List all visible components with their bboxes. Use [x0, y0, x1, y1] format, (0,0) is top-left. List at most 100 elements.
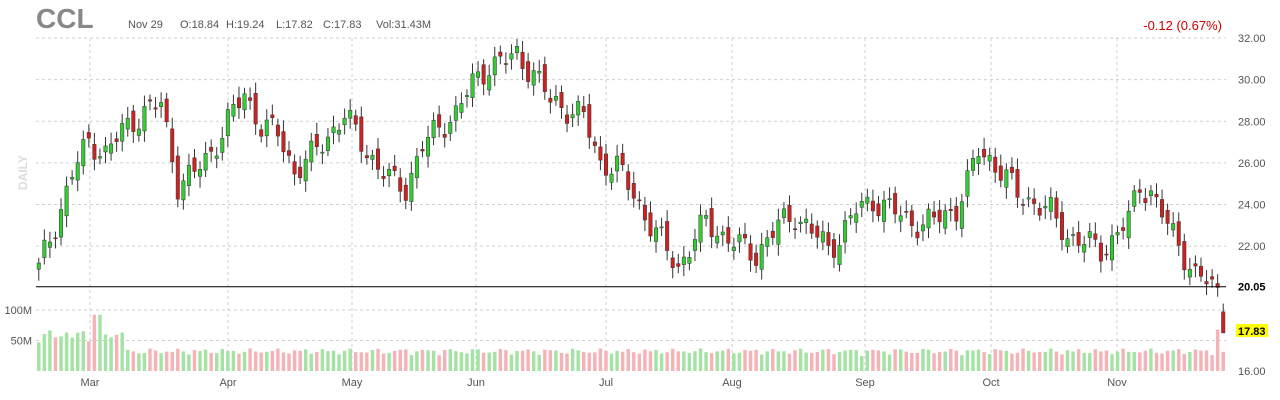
candle-down — [826, 232, 831, 246]
candle-up — [348, 109, 353, 119]
candle-up — [120, 123, 125, 142]
candle-down — [954, 206, 959, 222]
volume-bar-down — [376, 348, 380, 371]
volume-bar-down — [793, 350, 797, 371]
candle-down — [292, 161, 297, 175]
candle-up — [987, 155, 992, 162]
candle-up — [926, 208, 931, 229]
candle-down — [1182, 241, 1187, 271]
volume-bar-up — [493, 351, 497, 371]
volume-bar-up — [1171, 350, 1175, 371]
candle-down — [259, 129, 264, 137]
volume-bar-down — [1199, 350, 1203, 371]
volume-bar-up — [682, 351, 686, 371]
volume-bar-down — [437, 355, 441, 371]
volume-bar-up — [337, 354, 341, 371]
volume-bar-down — [381, 353, 386, 371]
volume-bar-up — [987, 354, 992, 371]
volume-bar-down — [1032, 352, 1036, 371]
candle-down — [437, 114, 442, 128]
volume-bar-up — [854, 350, 858, 371]
candle-up — [698, 214, 703, 243]
candle-up — [1065, 238, 1070, 248]
month-label: Aug — [722, 377, 742, 389]
candle-down — [392, 165, 397, 171]
volume-bar-down — [276, 348, 280, 371]
candle-up — [865, 196, 870, 204]
candle-down — [676, 263, 681, 267]
volume-bar-down — [1143, 350, 1148, 371]
volume-bar-up — [465, 353, 469, 371]
volume-bar-down — [993, 349, 997, 371]
volume-bar-up — [537, 354, 541, 371]
candle-down — [1037, 207, 1042, 216]
volume-bar-up — [187, 354, 191, 371]
month-axis: Mar Apr May Jun Jul Aug Sep Oct Nov — [81, 377, 1128, 389]
candle-up — [848, 215, 853, 219]
volume-bar-down — [1177, 349, 1181, 371]
candle-down — [565, 114, 570, 124]
volume-bar-down — [164, 351, 169, 371]
volume-bar-down — [92, 314, 97, 371]
candle-down — [548, 97, 553, 103]
candle-down — [526, 61, 531, 82]
candle-up — [1087, 231, 1092, 238]
candle-up — [959, 201, 964, 229]
volume-bar-up — [765, 351, 769, 371]
volume-bar-down — [709, 353, 714, 371]
candle-down — [1093, 233, 1098, 240]
candle-up — [225, 109, 230, 137]
candle-down — [1021, 204, 1026, 206]
candle-up — [159, 102, 164, 107]
candle-up — [971, 157, 975, 171]
candle-up — [136, 128, 141, 136]
volume-bar-down — [982, 352, 986, 371]
candle-down — [353, 115, 358, 125]
volume-bar-down — [932, 353, 936, 371]
volume-bar-down — [999, 350, 1003, 371]
volume-bar-up — [615, 350, 619, 371]
volume-bar-down — [153, 350, 158, 371]
ticker-symbol: CCL — [36, 3, 94, 34]
volume-bar-up — [459, 352, 464, 371]
candle-up — [1048, 197, 1053, 212]
last-price-tag-bg — [1236, 324, 1268, 337]
candle-up — [331, 126, 336, 134]
volume-bar-up — [965, 350, 970, 371]
candle-up — [920, 224, 925, 232]
volume-bar-up — [215, 353, 219, 371]
volume-bar-down — [904, 351, 908, 371]
volume-bar-up — [120, 332, 124, 371]
candle-down — [164, 98, 169, 123]
volume-bar-up — [1188, 352, 1192, 371]
volume-bar-up — [137, 353, 141, 371]
candle-down — [1032, 198, 1037, 204]
price-tick-label: 28.00 — [1238, 116, 1266, 128]
candle-up — [220, 137, 225, 153]
candle-up — [47, 241, 52, 248]
volume-bar-down — [1182, 354, 1187, 371]
candle-up — [97, 156, 102, 159]
volume-bar-up — [203, 349, 208, 371]
candle-down — [637, 199, 642, 202]
candle-down — [993, 156, 998, 173]
candle-down — [631, 182, 636, 199]
candle-up — [492, 56, 497, 76]
candle-down — [743, 234, 747, 239]
candle-up — [804, 218, 809, 224]
candle-up — [1026, 197, 1031, 200]
candle-down — [748, 243, 753, 261]
candle-up — [720, 231, 725, 236]
volume-bar-down — [754, 349, 758, 371]
volume-bar-up — [715, 351, 719, 371]
volume-bar-down — [259, 352, 263, 371]
volume-bar-down — [565, 353, 569, 371]
volume-bar-up — [531, 351, 536, 371]
candle-down — [1221, 311, 1226, 334]
candle-down — [915, 231, 920, 239]
volume-bar-down — [937, 351, 942, 371]
candle-up — [609, 173, 614, 183]
volume-bar-down — [582, 351, 586, 371]
candle-up — [687, 257, 692, 264]
